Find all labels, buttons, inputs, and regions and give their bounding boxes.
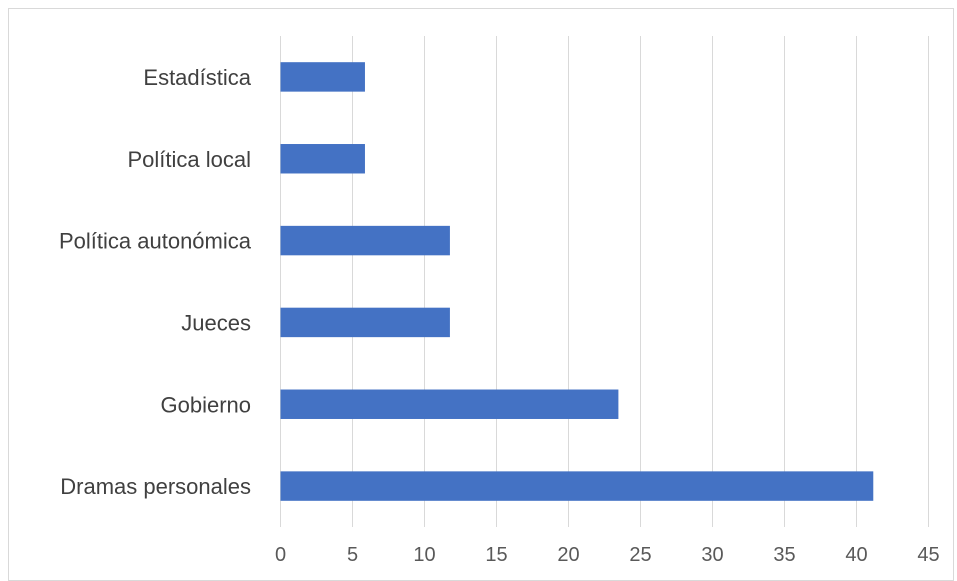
gridlines <box>352 36 929 527</box>
bar <box>280 144 365 174</box>
category-label: Dramas personales <box>60 474 251 499</box>
x-tick-label: 35 <box>773 544 795 566</box>
category-label: Política autonómica <box>59 229 252 254</box>
x-tick-label: 15 <box>485 544 507 566</box>
x-tick-label: 0 <box>275 544 286 566</box>
category-label: Estadística <box>143 65 251 90</box>
category-label: Jueces <box>181 310 251 335</box>
bar <box>280 225 450 256</box>
x-tick-label: 25 <box>629 544 651 566</box>
x-tick-label: 45 <box>917 544 939 566</box>
x-tick-label: 30 <box>701 544 723 566</box>
bar <box>280 471 874 501</box>
category-label: Gobierno <box>160 392 251 417</box>
x-tick-label: 40 <box>845 544 867 566</box>
bars <box>280 62 874 501</box>
x-tick-label: 5 <box>347 544 358 566</box>
category-label: Política local <box>127 147 251 172</box>
bar <box>280 389 619 419</box>
bar <box>280 307 450 338</box>
x-axis-tick-labels: 0 5 10 15 20 25 30 35 40 45 <box>275 544 940 566</box>
x-tick-label: 20 <box>557 544 579 566</box>
y-axis-category-labels: Dramas personales Gobierno Jueces Política … <box>59 65 252 499</box>
bar <box>280 62 365 92</box>
x-tick-label: 10 <box>413 544 435 566</box>
